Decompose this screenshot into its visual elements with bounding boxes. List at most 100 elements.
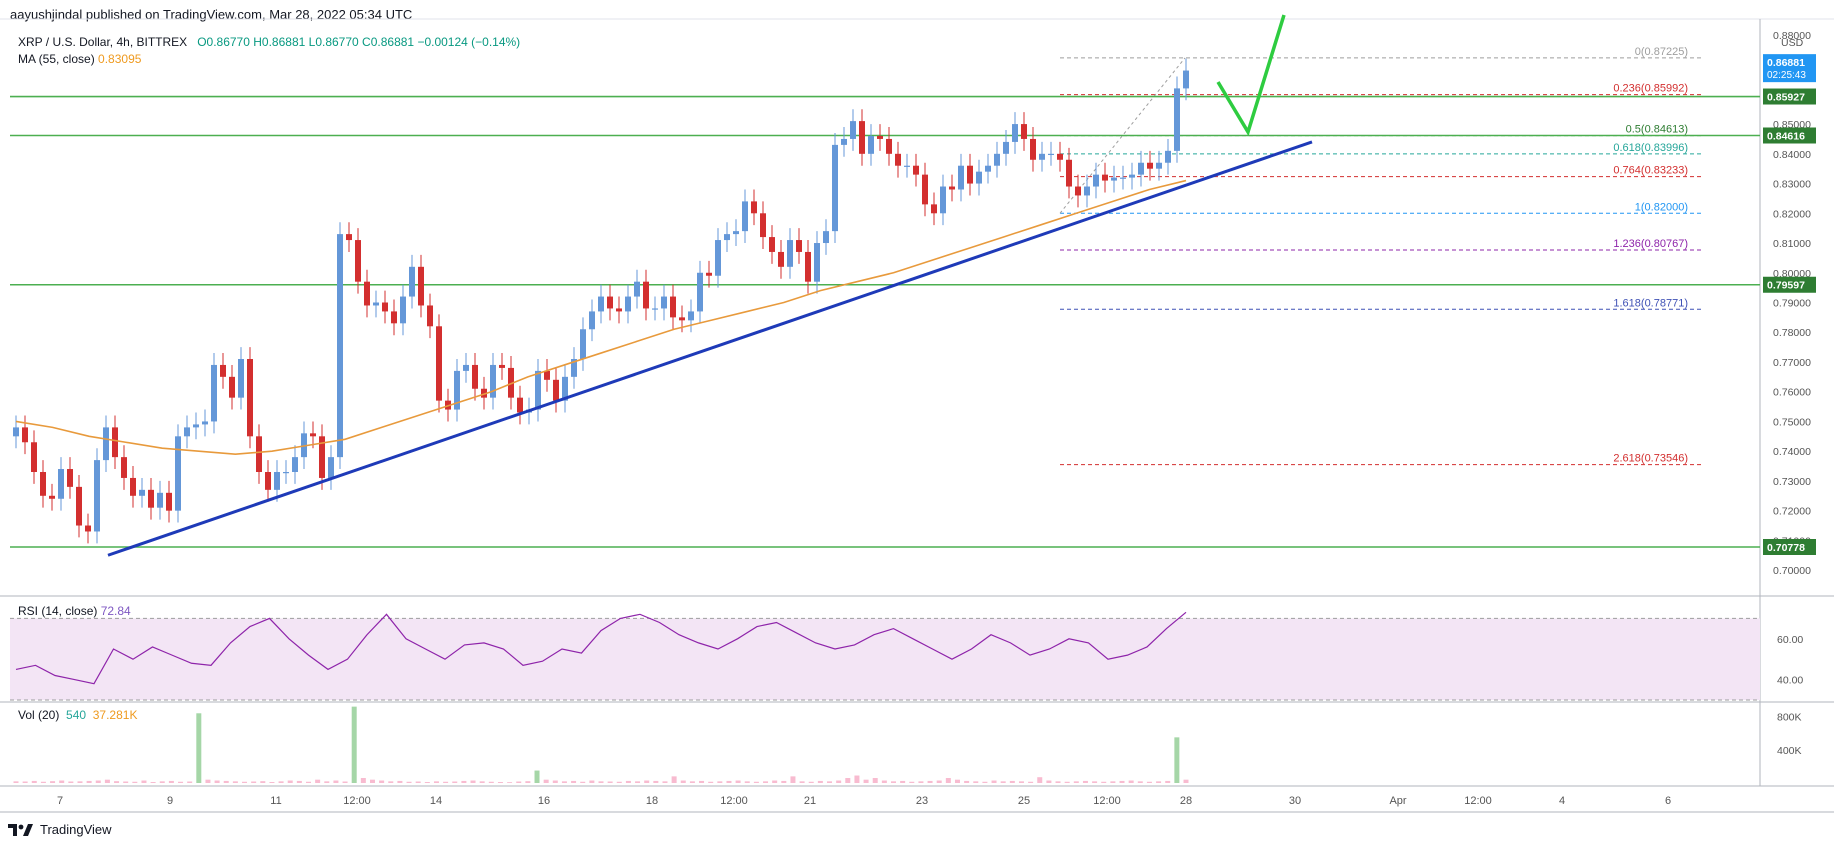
volume-bar bbox=[753, 781, 759, 783]
fib-level-label: 0.236(0.85992) bbox=[1613, 83, 1688, 95]
change-value: −0.00124 (−0.14%) bbox=[417, 35, 521, 49]
candle-down bbox=[229, 376, 235, 398]
candle-down bbox=[220, 364, 226, 377]
volume-bar bbox=[717, 781, 723, 783]
fib-level-label: 0.618(0.83996) bbox=[1613, 142, 1688, 154]
volume-bar bbox=[772, 780, 778, 783]
candle-down bbox=[670, 296, 676, 318]
volume-bar bbox=[77, 781, 83, 783]
volume-bar bbox=[1146, 781, 1152, 783]
candle-down bbox=[517, 397, 523, 413]
price-tick-label: 0.79000 bbox=[1773, 298, 1811, 310]
time-tick-label: 18 bbox=[646, 795, 658, 807]
tradingview-brand[interactable]: TradingView bbox=[8, 822, 112, 837]
candle-down bbox=[877, 135, 883, 139]
candle-up bbox=[589, 311, 595, 330]
volume-bar bbox=[141, 780, 147, 783]
volume-bar bbox=[653, 780, 659, 783]
volume-bar bbox=[50, 781, 56, 783]
candle-down bbox=[616, 308, 622, 312]
candle-up bbox=[184, 427, 190, 437]
volume-bar bbox=[927, 780, 933, 783]
volume-bar bbox=[964, 780, 970, 783]
volume-bar bbox=[287, 780, 293, 783]
price-tick-label: 0.76000 bbox=[1773, 387, 1811, 399]
rsi-legend[interactable]: RSI (14, close) 72.84 bbox=[18, 604, 131, 618]
ma-legend[interactable]: MA (55, close) 0.83095 bbox=[18, 52, 141, 66]
volume-tick-label: 400K bbox=[1777, 745, 1802, 757]
volume-bar bbox=[1101, 781, 1107, 783]
candle-up bbox=[58, 469, 64, 499]
candle-up bbox=[814, 243, 820, 282]
candle-down bbox=[607, 296, 613, 309]
ohlc-legend[interactable]: XRP / U.S. Dollar, 4h, BITTREX O0.86770 … bbox=[18, 35, 520, 49]
volume-bar bbox=[1037, 777, 1043, 783]
candle-up bbox=[157, 492, 163, 508]
candle-down bbox=[319, 436, 325, 478]
candle-down bbox=[895, 153, 901, 166]
candle-down bbox=[85, 525, 91, 532]
volume-bar bbox=[22, 781, 28, 783]
candle-up bbox=[904, 165, 910, 167]
candle-up bbox=[841, 138, 847, 145]
fib-level-label: 0.764(0.83233) bbox=[1613, 165, 1688, 177]
candle-down bbox=[40, 472, 46, 496]
volume-bar bbox=[406, 781, 412, 783]
volume-bar bbox=[86, 780, 92, 783]
candle-down bbox=[949, 186, 955, 190]
candle-up bbox=[742, 201, 748, 232]
volume-bar bbox=[104, 779, 110, 783]
volume-bar bbox=[662, 781, 668, 783]
candle-up bbox=[562, 376, 568, 401]
candle-down bbox=[1147, 162, 1153, 169]
candle-down bbox=[391, 311, 397, 324]
volume-bar bbox=[781, 780, 787, 783]
candle-up bbox=[634, 281, 640, 297]
volume-bar bbox=[196, 713, 202, 783]
candle-down bbox=[643, 281, 649, 309]
volume-tick-label: 800K bbox=[1777, 712, 1802, 724]
volume-bar bbox=[1137, 781, 1143, 783]
volume-bar bbox=[13, 781, 19, 783]
volume-bar bbox=[735, 780, 741, 783]
volume-bar bbox=[150, 782, 156, 783]
candle-up bbox=[1039, 153, 1045, 160]
ascending-trendline bbox=[107, 140, 1313, 557]
candle-up bbox=[994, 153, 1000, 166]
candle-up bbox=[1165, 150, 1171, 163]
volume-bar bbox=[31, 780, 37, 783]
candle-down bbox=[1075, 186, 1081, 196]
candle-up bbox=[409, 266, 415, 297]
candle-down bbox=[751, 201, 757, 214]
candle-up bbox=[688, 311, 694, 321]
candle-up bbox=[373, 302, 379, 306]
volume-bar bbox=[1183, 779, 1189, 783]
volume-bar bbox=[95, 780, 101, 783]
volume-bar bbox=[644, 780, 650, 783]
candle-up bbox=[697, 272, 703, 312]
candle-down bbox=[481, 388, 487, 398]
candle-up bbox=[193, 424, 199, 428]
volume-bar bbox=[1000, 781, 1006, 783]
candle-down bbox=[310, 433, 316, 437]
time-tick-label: 12:00 bbox=[1464, 795, 1492, 807]
volume-bar bbox=[369, 779, 375, 783]
candle-up bbox=[715, 240, 721, 276]
time-tick-label: 9 bbox=[167, 795, 173, 807]
volume-bar bbox=[1018, 781, 1024, 783]
volume-bar bbox=[497, 782, 503, 783]
candle-down bbox=[256, 436, 262, 472]
time-tick-label: 25 bbox=[1018, 795, 1030, 807]
candle-down bbox=[769, 237, 775, 252]
candle-up bbox=[1174, 88, 1180, 151]
volume-legend[interactable]: Vol (20) 540 37.281K bbox=[18, 708, 137, 722]
volume-bar bbox=[324, 781, 330, 783]
candle-down bbox=[1102, 174, 1108, 181]
fib-level-label: 0(0.87225) bbox=[1635, 46, 1688, 58]
volume-bar bbox=[342, 781, 348, 783]
candle-down bbox=[922, 174, 928, 205]
countdown-label: 02:25:43 bbox=[1767, 70, 1806, 81]
candle-down bbox=[760, 213, 766, 238]
candle-up bbox=[1183, 70, 1189, 89]
